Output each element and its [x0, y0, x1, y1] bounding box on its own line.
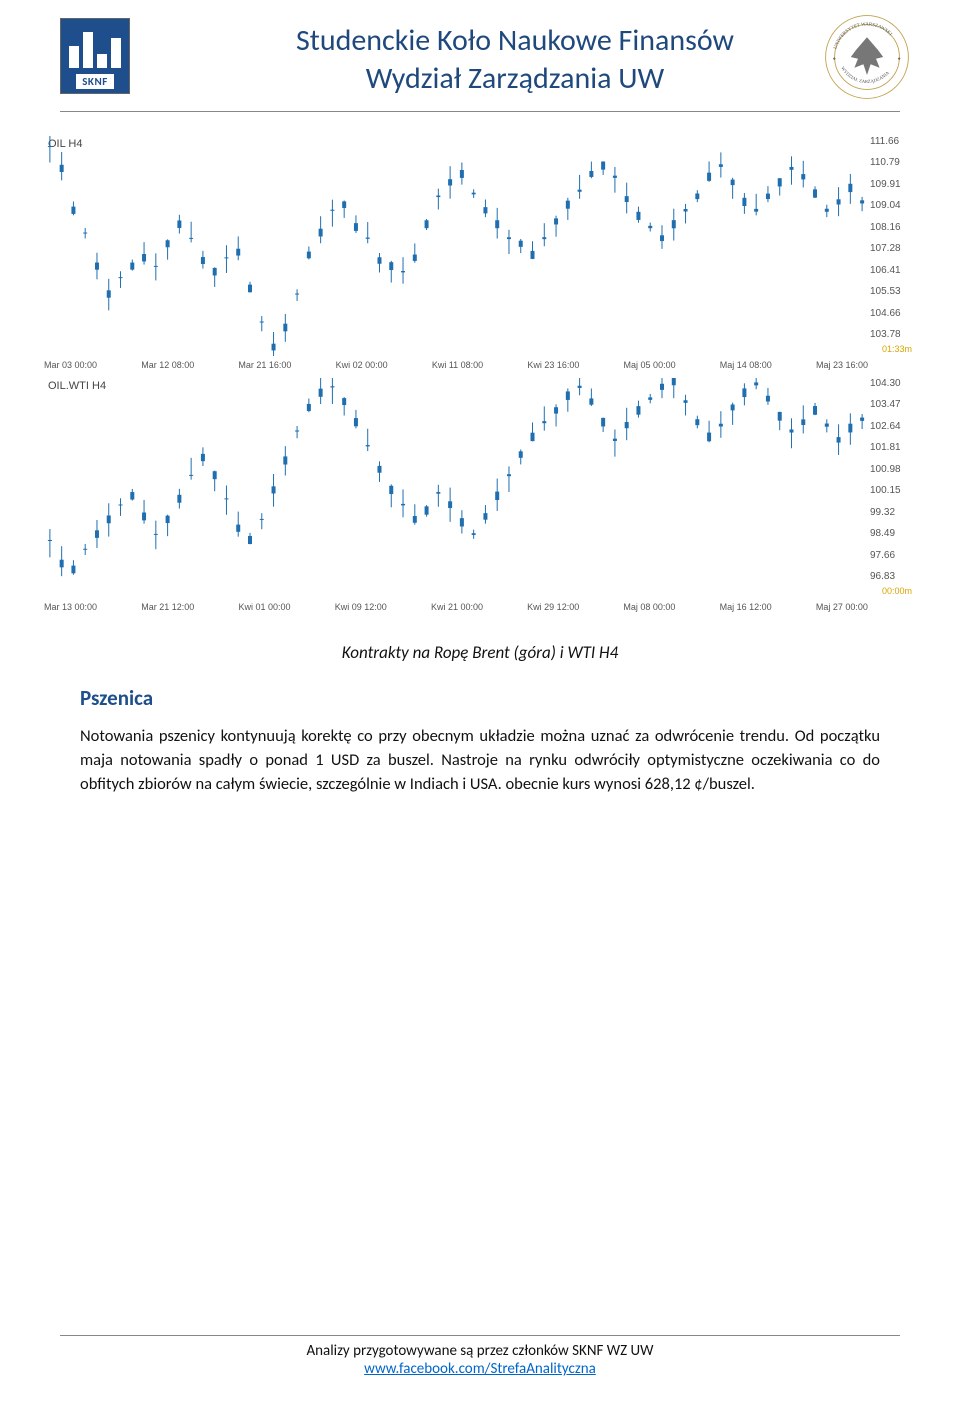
- ytick: 103.78: [870, 329, 914, 340]
- ytick: 97.66: [870, 550, 914, 561]
- svg-text:•: •: [833, 55, 836, 63]
- section-body: Notowania pszenicy kontynuują korektę co…: [80, 725, 880, 797]
- xtick: Mar 12 08:00: [141, 360, 194, 370]
- eagle-icon: [851, 37, 883, 75]
- ytick: 98.49: [870, 528, 914, 539]
- title-line-2: Wydział Zarządzania UW: [130, 60, 900, 98]
- chart1-yaxis: 111.66 110.79 109.91 109.04 108.16 107.28 106.…: [870, 136, 914, 340]
- chart2-time-tag: 00:00m: [882, 586, 912, 596]
- xtick: Kwi 11 08:00: [432, 360, 483, 370]
- ytick: 101.81: [870, 442, 914, 453]
- sknf-logo: SKNF: [60, 18, 130, 94]
- ytick: 103.47: [870, 399, 914, 410]
- xtick: Maj 27 00:00: [816, 602, 868, 612]
- chart-oil-brent: OIL H4 111.66110.79109.91109.04108.16107…: [44, 136, 916, 370]
- xtick: Maj 14 08:00: [720, 360, 772, 370]
- xtick: Maj 05 00:00: [624, 360, 676, 370]
- xtick: Maj 08 00:00: [623, 602, 675, 612]
- footer-divider: [60, 1335, 900, 1336]
- ytick: 110.79: [870, 157, 914, 168]
- uw-crest-logo: UNIWERSYTET WARSZAWSKI WYDZIAŁ ZARZĄDZAN…: [822, 12, 912, 102]
- logo-label: SKNF: [76, 74, 114, 89]
- page-footer: Analizy przygotowywane są przez członków…: [0, 1335, 960, 1378]
- ytick: 106.41: [870, 265, 914, 276]
- page-header: SKNF Studenckie Koło Naukowe Finansów Wy…: [0, 0, 960, 107]
- svg-text:•: •: [898, 55, 901, 63]
- xtick: Mar 21 16:00: [238, 360, 291, 370]
- chart1-time-tag: 01:33m: [882, 344, 912, 354]
- title-line-1: Studenckie Koło Naukowe Finansów: [130, 22, 900, 60]
- ytick: 108.16: [870, 222, 914, 233]
- ytick: 96.83: [870, 571, 914, 582]
- chart-oil-wti: OIL.WTI H4 104.30103.47102.64101.81100.9…: [44, 378, 916, 612]
- ytick: 99.32: [870, 507, 914, 518]
- chart1-xaxis: Mar 03 00:00 Mar 12 08:00 Mar 21 16:00 Kwi …: [44, 356, 868, 370]
- chart2-plot: [44, 378, 868, 598]
- footer-line1: Analizy przygotowywane są przez członków…: [0, 1342, 960, 1360]
- ytick: 107.28: [870, 243, 914, 254]
- ytick: 111.66: [870, 136, 914, 147]
- xtick: Maj 23 16:00: [816, 360, 868, 370]
- xtick: Kwi 09 12:00: [335, 602, 387, 612]
- ytick: 104.30: [870, 378, 914, 389]
- ytick: 100.98: [870, 464, 914, 475]
- ytick: 100.15: [870, 485, 914, 496]
- ytick: 109.91: [870, 179, 914, 190]
- figure-caption: Kontrakty na Ropę Brent (góra) i WTI H4: [0, 642, 960, 663]
- chart2-yaxis: 104.30 103.47 102.64 101.81 100.98 100.15 99.3…: [870, 378, 914, 582]
- xtick: Mar 21 12:00: [141, 602, 194, 612]
- chart1-plot: [44, 136, 868, 356]
- footer-link[interactable]: www.facebook.com/StrefaAnalityczna: [364, 1360, 596, 1378]
- ytick: 104.66: [870, 308, 914, 319]
- xtick: Kwi 29 12:00: [527, 602, 579, 612]
- xtick: Kwi 21 00:00: [431, 602, 483, 612]
- xtick: Kwi 23 16:00: [527, 360, 579, 370]
- header-title: Studenckie Koło Naukowe Finansów Wydział…: [130, 18, 900, 97]
- ytick: 109.04: [870, 200, 914, 211]
- ytick: 102.64: [870, 421, 914, 432]
- header-divider: [60, 111, 900, 112]
- charts-container: OIL H4 111.66110.79109.91109.04108.16107…: [44, 136, 916, 612]
- logo-bars-icon: [69, 24, 121, 68]
- xtick: Kwi 02 00:00: [336, 360, 388, 370]
- xtick: Kwi 01 00:00: [238, 602, 290, 612]
- xtick: Mar 03 00:00: [44, 360, 97, 370]
- ytick: 105.53: [870, 286, 914, 297]
- chart2-xaxis: Mar 13 00:00 Mar 21 12:00 Kwi 01 00:00 Kwi …: [44, 598, 868, 612]
- xtick: Mar 13 00:00: [44, 602, 97, 612]
- xtick: Maj 16 12:00: [720, 602, 772, 612]
- section-title: Pszenica: [80, 685, 880, 711]
